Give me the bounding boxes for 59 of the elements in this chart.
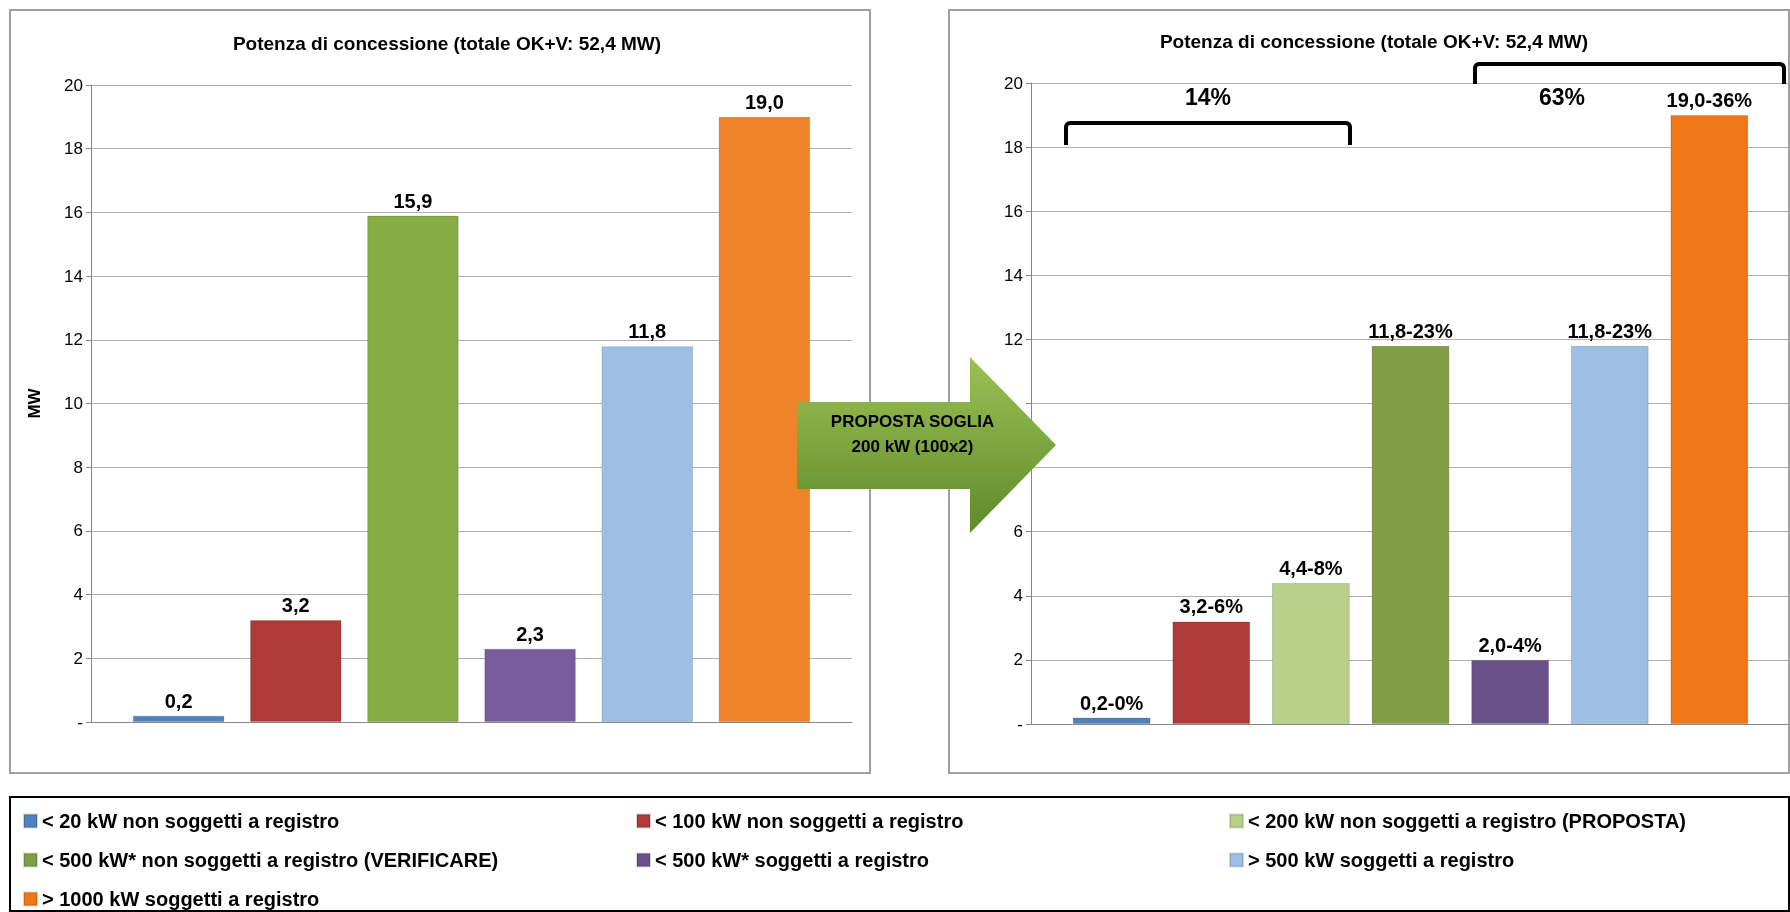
y-tick-label: 2 — [73, 648, 83, 668]
bar — [484, 648, 576, 722]
bar — [132, 715, 225, 722]
legend-label: > 1000 kW soggetti a registro — [42, 888, 320, 910]
y-tick-label: 8 — [73, 457, 83, 477]
bar — [367, 215, 459, 722]
bar — [1271, 582, 1350, 724]
data-label: 2,0-4% — [1478, 633, 1543, 656]
legend-label: < 500 kW* soggetti a registro — [655, 849, 929, 871]
bar — [601, 346, 693, 722]
bar — [718, 116, 811, 722]
y-tick-label: - — [77, 712, 83, 732]
chart-title: Potenza di concessione (totale OK+V: 52,4 MW) — [232, 33, 662, 54]
bar — [1172, 621, 1251, 724]
data-label: 2,3 — [516, 622, 544, 645]
y-tick-label: 20 — [64, 75, 83, 95]
legend-label: < 200 kW non soggetti a registro (PROPOSTA) — [1248, 810, 1687, 832]
data-label: 19,0 — [744, 90, 784, 113]
data-label: 11,8-23% — [1567, 319, 1653, 342]
y-tick-label: 16 — [64, 202, 83, 222]
legend-label: < 20 kW non soggetti a registro — [42, 810, 340, 832]
bar — [1371, 345, 1450, 724]
data-label: 4,4-8% — [1279, 556, 1343, 579]
legend-label: < 100 kW non soggetti a registro — [655, 810, 964, 832]
data-label: 0,2-0% — [1079, 691, 1144, 714]
y-tick-label: 4 — [73, 585, 83, 605]
chart-title: Potenza di concessione (totale OK+V: 52,4 MW) — [1159, 31, 1589, 52]
y-axis-title: MW — [25, 387, 44, 419]
bar — [1471, 659, 1550, 724]
data-label: 11,8 — [628, 320, 667, 343]
y-tick-label: 6 — [73, 521, 83, 541]
bar — [1570, 345, 1649, 724]
y-tick-label: - — [1017, 714, 1023, 734]
data-label: 3,2 — [281, 594, 310, 617]
data-label: 3,2-6% — [1179, 595, 1244, 618]
y-tick-label: 12 — [1004, 329, 1023, 349]
y-tick-label: 2 — [1013, 650, 1023, 670]
y-tick-label: 14 — [64, 266, 83, 286]
data-label: 11,8-23% — [1368, 319, 1453, 342]
y-tick-label: 16 — [1004, 201, 1023, 221]
y-tick-label: 18 — [64, 139, 83, 159]
bar — [250, 620, 342, 722]
data-label: 15,9 — [393, 189, 433, 212]
y-tick-label: 10 — [64, 394, 83, 413]
y-tick-label: 4 — [1013, 586, 1023, 606]
y-tick-label: 6 — [1013, 522, 1023, 542]
annotation: 14% — [1183, 84, 1232, 111]
data-label: 0,2 — [164, 689, 193, 712]
y-tick-label: 20 — [1004, 73, 1023, 93]
y-tick-label: 12 — [64, 330, 83, 350]
legend-label: < 500 kW* non soggetti a registro (VERIFICARE) — [42, 849, 499, 871]
bar — [1670, 115, 1749, 724]
annotation: PROPOSTA SOGLIA 200 kW (100x2) — [829, 411, 996, 458]
y-tick-label: 14 — [1004, 265, 1023, 285]
y-tick-label: 18 — [1004, 137, 1023, 157]
legend-label: > 500 kW soggetti a registro — [1248, 849, 1515, 871]
annotation: 63% — [1537, 84, 1586, 111]
bar — [1072, 717, 1151, 724]
data-label: 19,0-36% — [1666, 89, 1753, 112]
